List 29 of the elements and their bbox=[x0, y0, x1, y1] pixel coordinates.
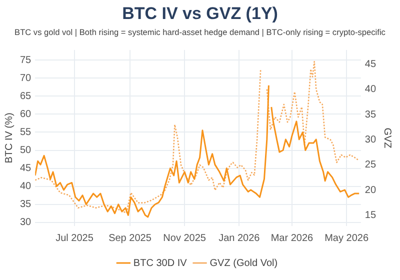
chart-subtitle: BTC vs gold vol | Both rising = systemic hard-asset hedge demand | BTC-only rising = crypto-specific bbox=[14, 27, 386, 37]
y2-tick-label: 40 bbox=[364, 84, 376, 96]
x-tick-label: Mar 2026 bbox=[270, 232, 314, 244]
y2-tick-label: 45 bbox=[364, 58, 376, 70]
y2-tick-label: 30 bbox=[364, 134, 376, 146]
y-tick-label: 45 bbox=[20, 163, 32, 174]
legend-label: BTC 30D IV bbox=[133, 258, 188, 269]
y-tick-label: 55 bbox=[20, 126, 32, 138]
legend-label: GVZ (Gold Vol) bbox=[210, 258, 278, 269]
y-tick-label: 40 bbox=[20, 181, 32, 192]
x-tick-label: Sep 2025 bbox=[108, 232, 152, 244]
x-tick-label: Nov 2025 bbox=[163, 232, 206, 244]
x-tick-label: Jan 2026 bbox=[218, 232, 260, 244]
y-tick-label: 65 bbox=[20, 90, 32, 102]
y2-tick-label: 25 bbox=[364, 160, 376, 171]
chart-title: BTC IV vs GVZ (1Y) bbox=[121, 4, 279, 24]
y2-tick-label: 35 bbox=[364, 109, 376, 120]
y-tick-label: 60 bbox=[20, 108, 32, 120]
x-tick-label: May 2026 bbox=[324, 232, 369, 244]
y-tick-label: 75 bbox=[20, 54, 32, 66]
y-tick-label: 50 bbox=[20, 145, 32, 156]
y2-axis-title: GVZ bbox=[381, 128, 392, 148]
x-tick-label: Jul 2025 bbox=[56, 232, 94, 244]
y-tick-label: 30 bbox=[20, 217, 32, 228]
y2-tick-label: 20 bbox=[364, 184, 376, 196]
y-tick-label: 35 bbox=[20, 199, 32, 210]
y2-tick-label: 15 bbox=[364, 210, 376, 222]
y-axis-title: BTC IV (%) bbox=[4, 112, 15, 164]
y-tick-label: 70 bbox=[20, 72, 32, 84]
